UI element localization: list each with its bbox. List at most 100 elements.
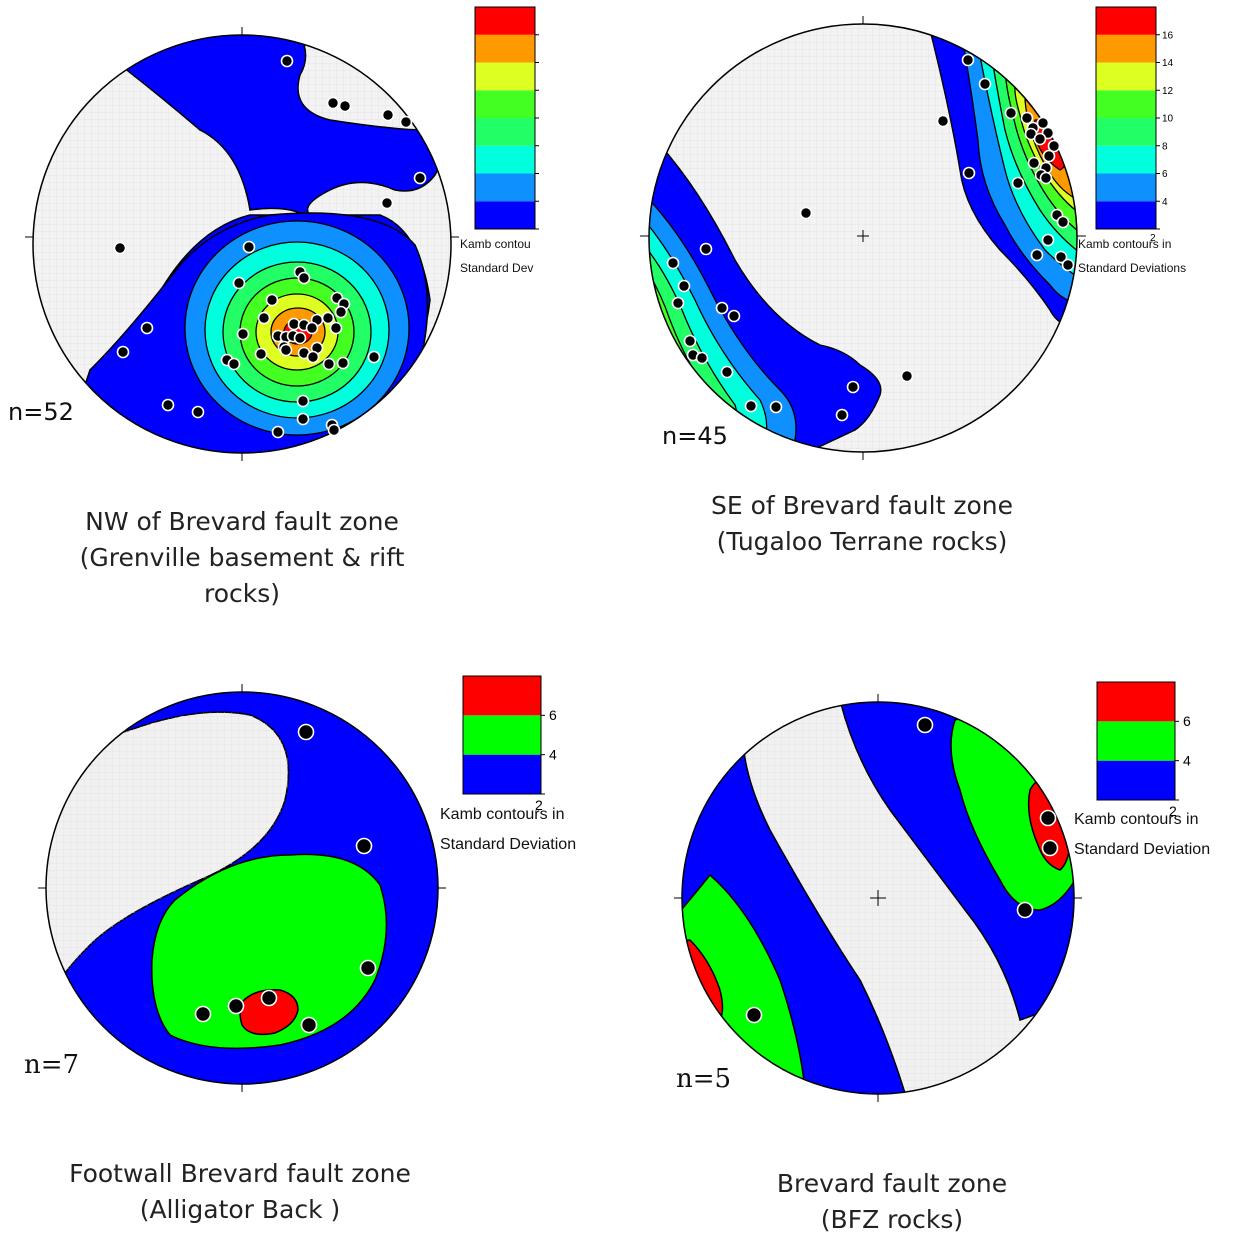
stereonet-panel-footwall: 2 4 6 n=7 Kamb contours in Standard Deviat… [0, 660, 620, 1120]
center-cross [857, 230, 869, 242]
caption-footwall: Footwall Brevard fault zone (Alligator B… [0, 1156, 480, 1228]
legend-title-line-1: Kamb contours in [440, 806, 565, 823]
pole-point [1036, 116, 1050, 130]
pole-point [227, 357, 241, 371]
legend-swatch [1096, 118, 1156, 146]
legend-frame [1096, 681, 1176, 801]
caption-line-2: (Alligator Back ) [139, 1195, 341, 1224]
pole-point [715, 301, 729, 315]
legend-title: Kamb contours in Standard Deviation [1074, 805, 1243, 865]
pole-point [367, 350, 381, 364]
legend-title-line-1: Kamb contours in [1074, 811, 1199, 828]
pole-point [1004, 106, 1018, 120]
legend-tick-label: 2 [535, 797, 543, 813]
pole-point [1027, 156, 1041, 170]
caption-line-3: rocks) [203, 579, 281, 608]
legend-swatch [1096, 62, 1156, 91]
legend-footwall: 2 4 6 [462, 675, 557, 813]
legend-se: 2 4 6 8 10 12 14 16 [1095, 6, 1174, 244]
caption-line-1: Footwall Brevard fault zone [69, 1159, 411, 1188]
pole-point [1041, 839, 1059, 857]
legend-title-line-1: Kamb contours in [1078, 237, 1172, 251]
pole-point [161, 398, 175, 412]
legend-nw [474, 6, 539, 230]
pole-point [936, 114, 950, 128]
legend-title-line-2: Standard Deviations [1078, 261, 1187, 275]
pole-point [1030, 248, 1044, 262]
pole-point [271, 425, 285, 439]
pole-point [355, 837, 373, 855]
contours-footwall [46, 711, 388, 1050]
legend-swatch [1097, 760, 1175, 800]
legend-swatch [475, 90, 535, 118]
pole-point [677, 279, 691, 293]
pole-point [380, 196, 394, 210]
caption-nw: NW of Brevard fault zone (Grenville base… [0, 504, 484, 612]
caption-line-1: Brevard fault zone [776, 1169, 1008, 1198]
pole-point [1054, 250, 1068, 264]
n-count: n=7 [24, 1050, 80, 1080]
caption-line-1: SE of Brevard fault zone [711, 491, 1013, 520]
contour-level-4 [151, 853, 388, 1050]
pole-point [1041, 233, 1055, 247]
pole-point [1047, 139, 1061, 153]
legend-tick-label: 4 [549, 747, 557, 763]
pole-point [329, 321, 343, 335]
caption-se: SE of Brevard fault zone (Tugaloo Terran… [620, 488, 1104, 560]
legend-tick-label: 14 [1162, 58, 1174, 69]
pole-point [306, 350, 320, 364]
stereonet-footwall: 2 4 6 [38, 675, 557, 1092]
pole-point [293, 331, 307, 345]
pole-point [381, 108, 395, 122]
legend-tick-label: 8 [1162, 141, 1168, 152]
pole-point [1039, 809, 1057, 827]
legend-swatch [475, 145, 535, 174]
poles-nw [113, 54, 427, 439]
pole-point [279, 343, 293, 357]
pole-point [296, 412, 310, 426]
stereonet-panel-bfz: 2 4 6 n=5 Kamb contours in Standard Deviat… [620, 660, 1243, 1120]
legend-title: Kamb contours in Standard Deviations [1078, 232, 1198, 280]
legend-tick-label: 16 [1162, 30, 1174, 41]
caption-bfz: Brevard fault zone (BFZ rocks) [650, 1166, 1134, 1238]
pole-point [254, 347, 268, 361]
legend-title-line-2: Standard Dev [460, 261, 534, 275]
pole-point [327, 423, 341, 437]
pole-point [300, 1016, 318, 1034]
pole-point [962, 166, 976, 180]
legend-title: Kamb contours in Standard Deviation [440, 800, 598, 860]
pole-point [1056, 215, 1070, 229]
caption-line-2: (BFZ rocks) [820, 1205, 964, 1234]
pole-point [683, 334, 697, 348]
pole-point [334, 305, 348, 319]
pole-point [321, 311, 335, 325]
pole-point [916, 716, 934, 734]
legend-title-line-2: Standard Deviation [440, 836, 577, 853]
center-cross [870, 890, 886, 906]
pole-point [113, 241, 127, 255]
legend-swatch [1096, 7, 1156, 35]
pole-point [1020, 111, 1034, 125]
stereonet-se: 2 4 6 8 10 12 14 16 [640, 6, 1174, 460]
legend-swatch [463, 754, 541, 794]
pole-point [232, 276, 246, 290]
pole-point [900, 369, 914, 383]
pole-point [297, 723, 315, 741]
poles-footwall [194, 723, 377, 1034]
pole-point [336, 356, 350, 370]
legend-tick-label: 2 [1169, 803, 1177, 819]
pole-point [666, 256, 680, 270]
legend-swatch [1097, 682, 1175, 722]
legend-swatch [475, 201, 535, 229]
legend-bfz: 2 4 6 [1096, 681, 1191, 819]
pole-point [1039, 171, 1053, 185]
pole-point [227, 997, 245, 1015]
legend-tick-label: 2 [1150, 233, 1156, 244]
legend-swatch [475, 34, 535, 63]
legend-tick-label: 4 [1162, 197, 1168, 208]
pole-point [1033, 132, 1047, 146]
legend-swatch [1096, 145, 1156, 174]
pole-point [359, 959, 377, 977]
legend-title: Kamb contou Standard Dev [460, 232, 540, 280]
legend-frame [462, 675, 542, 795]
